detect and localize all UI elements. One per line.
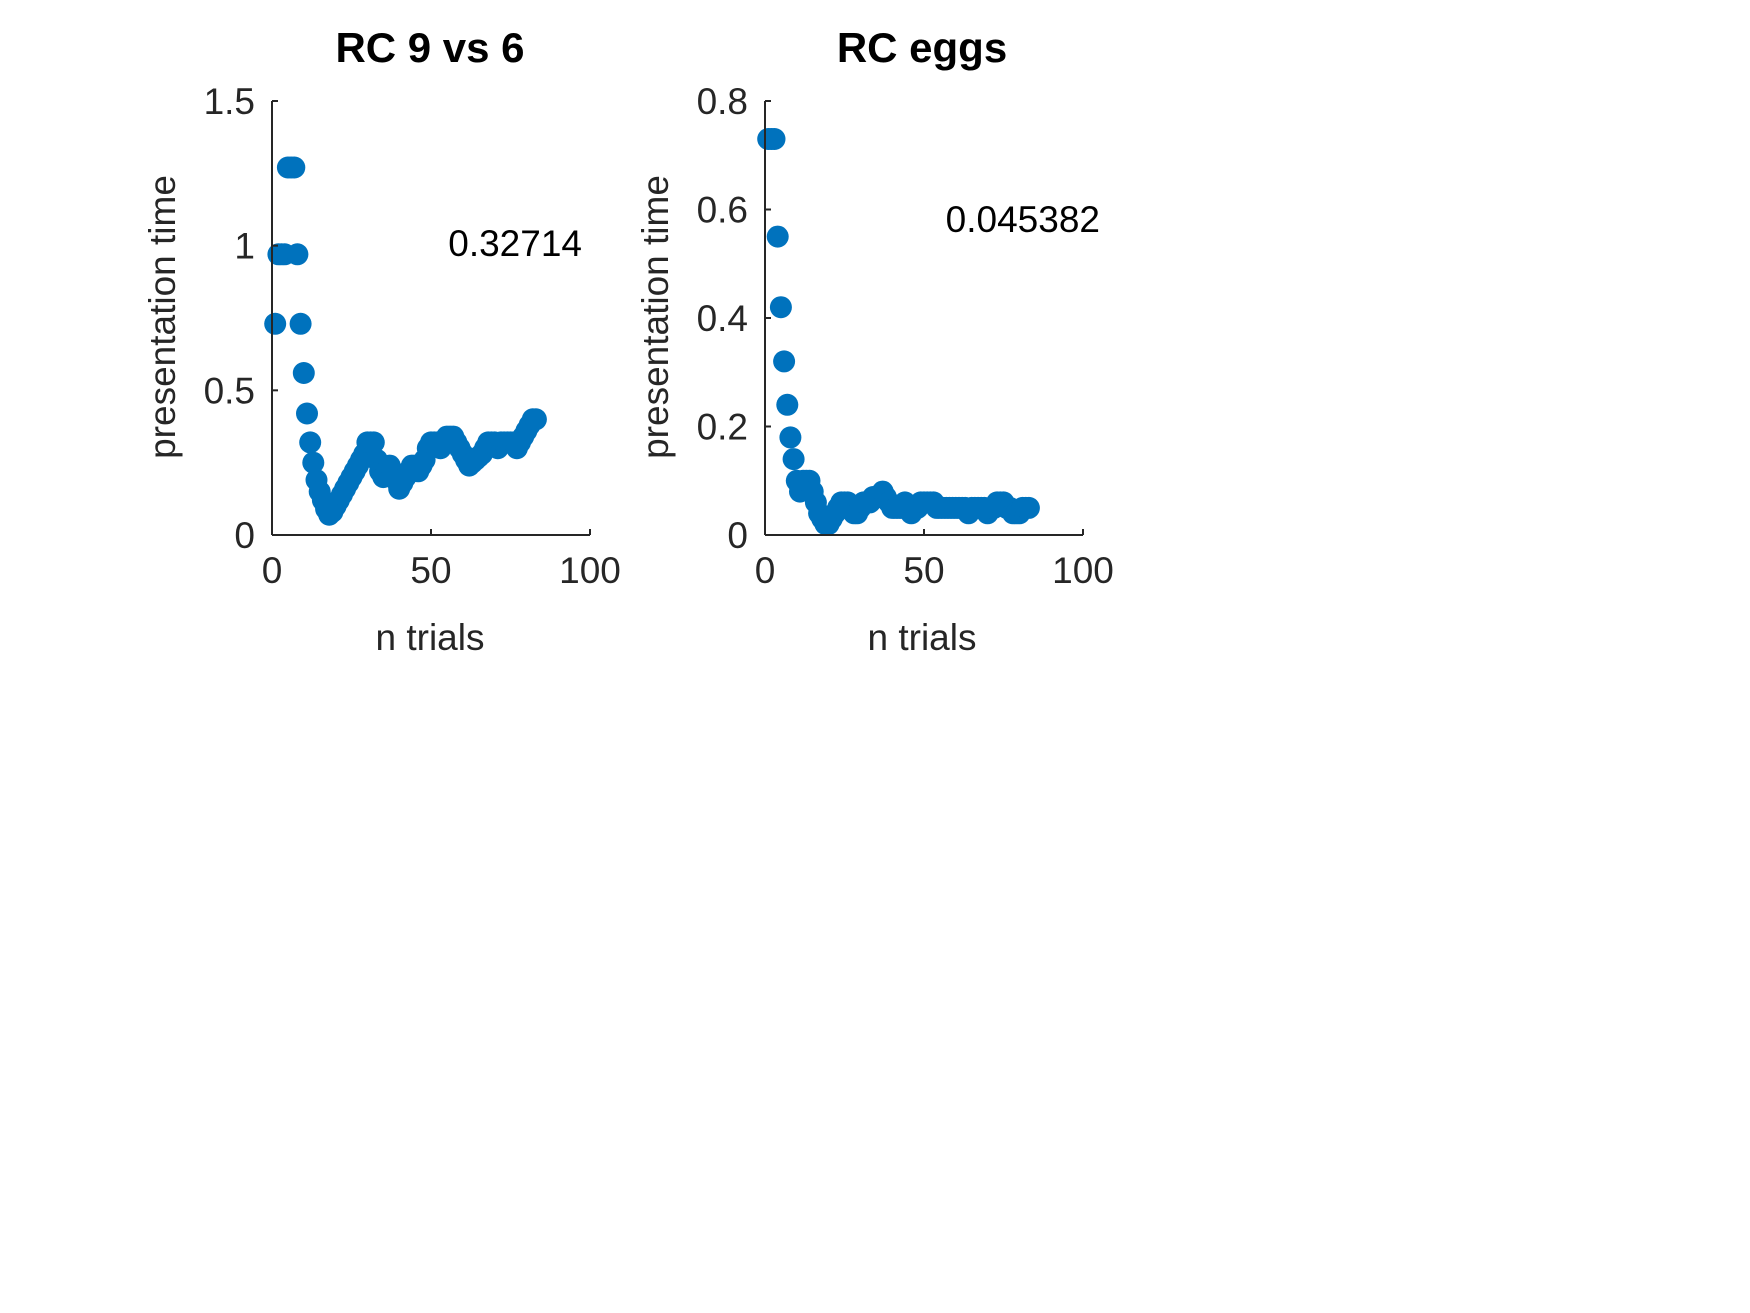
x-tick-label: 100 (1052, 550, 1114, 591)
data-point (289, 312, 312, 335)
data-point (766, 225, 789, 248)
data-point (769, 296, 792, 319)
data-point (782, 448, 805, 471)
x-axis-label: n trials (376, 617, 485, 658)
x-tick-label: 0 (262, 550, 283, 591)
x-axis-label: n trials (868, 617, 977, 658)
y-tick-label: 1 (234, 226, 255, 267)
correlation-annotation: 0.32714 (448, 223, 582, 264)
y-tick-label: 0.5 (204, 370, 255, 411)
data-point (1017, 496, 1040, 519)
data-point (362, 431, 385, 454)
x-tick-label: 50 (410, 550, 451, 591)
correlation-annotation: 0.045382 (946, 199, 1100, 240)
data-point (763, 128, 786, 150)
data-point (773, 350, 796, 373)
data-point (283, 156, 306, 179)
data-point (776, 393, 799, 416)
y-tick-label: 0.4 (697, 298, 748, 339)
subplot-rc-eggs: RC eggs 0.045382 n trials presentation t… (635, 24, 1114, 658)
data-point (302, 451, 325, 474)
data-point (299, 431, 322, 454)
axes (764, 100, 1084, 536)
scatter-points (264, 156, 547, 526)
data-point (292, 362, 315, 384)
data-point (779, 426, 802, 449)
x-tick-label: 50 (903, 550, 944, 591)
chart-title: RC 9 vs 6 (335, 24, 524, 71)
y-tick-label: 0.6 (697, 190, 748, 231)
y-tick-label: 1.5 (204, 81, 255, 122)
data-point (264, 312, 287, 335)
data-point (286, 243, 309, 266)
y-axis-label: presentation time (142, 175, 183, 459)
x-tick-label: 100 (559, 550, 621, 591)
y-tick-labels: 0 0.5 1 1.5 (204, 81, 255, 556)
y-tick-label: 0.8 (697, 81, 748, 122)
y-tick-label: 0.2 (697, 407, 748, 448)
x-tick-labels: 0 50 100 (262, 550, 621, 591)
y-tick-label: 0 (727, 515, 748, 556)
scatter-points (757, 128, 1040, 536)
chart-title: RC eggs (837, 24, 1007, 71)
x-tick-labels: 0 50 100 (755, 550, 1114, 591)
y-tick-label: 0 (234, 515, 255, 556)
data-point (296, 402, 318, 425)
data-point (524, 408, 547, 431)
y-tick-labels: 0 0.2 0.4 0.6 0.8 (697, 81, 748, 556)
subplot-rc-9-vs-6: RC 9 vs 6 0.32714 n trials presentation … (142, 24, 621, 658)
axes (271, 100, 591, 536)
y-axis-label: presentation time (635, 175, 676, 459)
x-tick-label: 0 (755, 550, 776, 591)
